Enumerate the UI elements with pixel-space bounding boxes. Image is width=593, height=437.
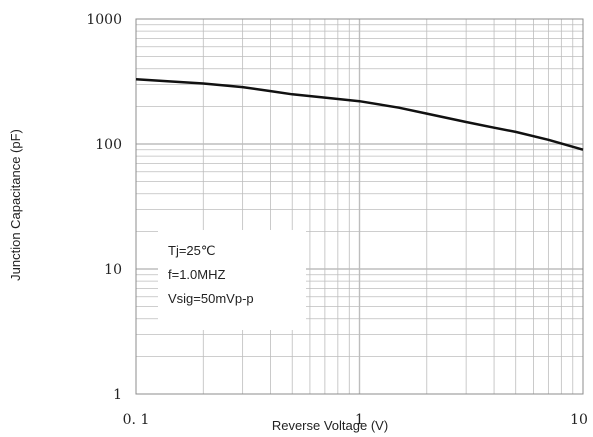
annotation-text: Tj=25℃ f=1.0MHZ Vsig=50mVp-p	[168, 243, 254, 306]
y-tick-label: 1000	[86, 12, 122, 28]
x-tick-label: 1	[355, 412, 364, 428]
y-tick-labels: 1 10 100 1000	[86, 12, 122, 403]
y-tick-label: 1	[113, 387, 122, 403]
annotation-box	[158, 230, 306, 330]
x-tick-label: 10	[570, 412, 588, 428]
plot-frame	[135, 18, 584, 395]
annotation-line-vsig: Vsig=50mVp-p	[168, 291, 254, 306]
y-tick-label: 10	[104, 262, 122, 278]
y-axis-label: Junction Capacitance (pF)	[8, 129, 23, 281]
capacitance-curve	[135, 77, 584, 151]
annotation-line-temp: Tj=25℃	[168, 243, 215, 258]
x-tick-labels: 0. 1 1 10	[123, 412, 588, 428]
x-tick-label: 0. 1	[123, 412, 150, 428]
x-axis-label: Reverse Voltage (V)	[272, 418, 388, 433]
grid-lines	[136, 19, 583, 394]
annotation-line-freq: f=1.0MHZ	[168, 267, 225, 282]
y-tick-label: 100	[95, 137, 122, 153]
